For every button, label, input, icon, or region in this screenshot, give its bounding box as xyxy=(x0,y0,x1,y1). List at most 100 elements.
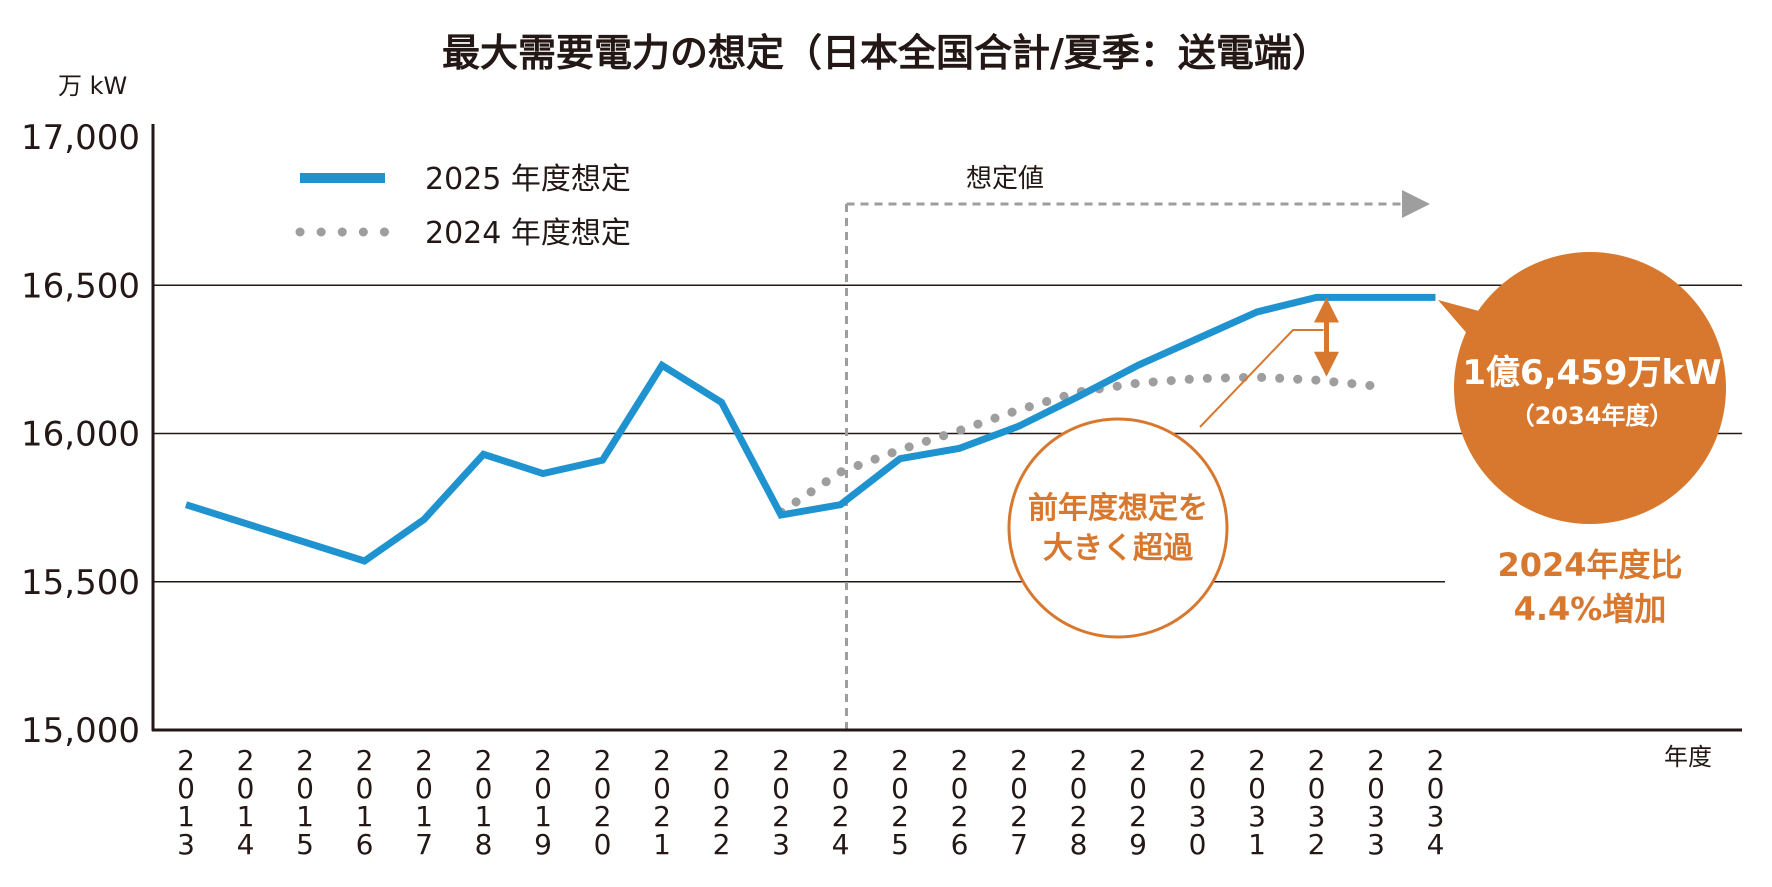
x-tick-digit: 0 xyxy=(1427,772,1445,805)
leader-line xyxy=(1199,329,1324,428)
x-tick-digit: 0 xyxy=(951,772,969,805)
forecast-arrow-head xyxy=(1402,190,1430,218)
x-tick-digit: 2 xyxy=(1010,800,1028,833)
x-tick-digit: 2 xyxy=(772,800,790,833)
x-tick-digit: 6 xyxy=(951,828,969,861)
x-tick-digit: 4 xyxy=(1427,828,1445,861)
x-tick-digit: 2 xyxy=(534,744,552,777)
x-tick-digit: 2 xyxy=(772,744,790,777)
x-tick-digit: 1 xyxy=(1248,828,1266,861)
x-tick-digit: 2 xyxy=(832,800,850,833)
x-tick-digit: 2 xyxy=(951,744,969,777)
x-axis-label: 年度 xyxy=(1664,743,1712,771)
x-tick-digit: 2 xyxy=(1010,744,1028,777)
x-tick-digit: 0 xyxy=(1367,772,1385,805)
y-tick-label: 16,500 xyxy=(21,266,140,306)
legend-label-2025: 2025 年度想定 xyxy=(425,162,631,197)
x-tick-digit: 0 xyxy=(594,772,612,805)
x-tick-digit: 3 xyxy=(1248,800,1266,833)
x-tick-digit: 2 xyxy=(296,744,314,777)
x-tick-digit: 7 xyxy=(415,828,433,861)
x-tick-digit: 2 xyxy=(653,800,671,833)
y-tick-label: 17,000 xyxy=(21,118,140,158)
x-tick-digit: 5 xyxy=(296,828,314,861)
x-tick-digit: 2 xyxy=(951,800,969,833)
x-tick-digit: 3 xyxy=(1189,800,1207,833)
x-tick-digit: 0 xyxy=(713,772,731,805)
x-tick-digit: 2 xyxy=(1367,744,1385,777)
x-tick-digit: 1 xyxy=(534,800,552,833)
x-tick-digit: 1 xyxy=(296,800,314,833)
x-tick-digit: 2 xyxy=(594,800,612,833)
x-tick-digit: 0 xyxy=(237,772,255,805)
x-tick-digit: 0 xyxy=(891,772,909,805)
exceed-text-line1: 前年度想定を xyxy=(1028,491,1208,526)
x-tick-digit: 6 xyxy=(356,828,374,861)
x-tick-digit: 0 xyxy=(1189,828,1207,861)
x-tick-digit: 0 xyxy=(296,772,314,805)
x-tick-digit: 1 xyxy=(653,828,671,861)
x-tick-digit: 2 xyxy=(475,744,493,777)
x-tick-digit: 2 xyxy=(1189,744,1207,777)
chart-title: 最大需要電力の想定（日本全国合計/夏季：送電端） xyxy=(442,31,1330,75)
x-tick-digit: 0 xyxy=(475,772,493,805)
x-tick-digit: 2 xyxy=(1308,828,1326,861)
y-tick-labels: 15,000 15,500 16,000 16,500 17,000 xyxy=(21,118,140,751)
x-tick-digit: 7 xyxy=(1010,828,1028,861)
x-tick-digit: 0 xyxy=(832,772,850,805)
x-tick-digit: 4 xyxy=(832,828,850,861)
x-tick-digit: 0 xyxy=(594,828,612,861)
x-tick-digit: 0 xyxy=(1129,772,1147,805)
forecast-label: 想定値 xyxy=(966,164,1044,194)
x-tick-digit: 2 xyxy=(1248,744,1266,777)
axes xyxy=(151,124,1742,732)
x-tick-digit: 5 xyxy=(891,828,909,861)
x-tick-digit: 0 xyxy=(1070,772,1088,805)
forecast-region: 想定値 xyxy=(845,164,1430,730)
x-tick-digit: 2 xyxy=(713,800,731,833)
callout-main-text: 1億6,459万kW xyxy=(1462,353,1721,393)
y-tick-label: 15,000 xyxy=(21,711,140,751)
x-tick-digit: 1 xyxy=(237,800,255,833)
x-tick-digit: 3 xyxy=(177,828,195,861)
y-axis-unit: 万 kW xyxy=(58,72,127,100)
x-tick-digit: 9 xyxy=(1129,828,1147,861)
x-tick-digit: 2 xyxy=(1308,744,1326,777)
x-tick-digit: 2 xyxy=(1129,800,1147,833)
x-tick-digit: 2 xyxy=(594,744,612,777)
exceed-text-line2: 大きく超過 xyxy=(1043,531,1194,566)
callout-bubble xyxy=(1454,252,1726,524)
x-tick-digit: 0 xyxy=(772,772,790,805)
x-tick-digit: 2 xyxy=(891,800,909,833)
x-tick-digit: 3 xyxy=(1367,828,1385,861)
exceed-circle xyxy=(1007,417,1229,639)
callout-sub-text: （2034年度） xyxy=(1511,402,1674,430)
x-tick-digit: 0 xyxy=(1248,772,1266,805)
x-tick-digit: 0 xyxy=(177,772,195,805)
x-tick-digit: 3 xyxy=(1308,800,1326,833)
x-tick-digit: 3 xyxy=(1427,800,1445,833)
pct-text-line1: 2024年度比 xyxy=(1497,546,1682,584)
x-tick-digit: 1 xyxy=(475,800,493,833)
legend: 2025 年度想定 2024 年度想定 xyxy=(295,162,631,251)
x-tick-digit: 1 xyxy=(356,800,374,833)
